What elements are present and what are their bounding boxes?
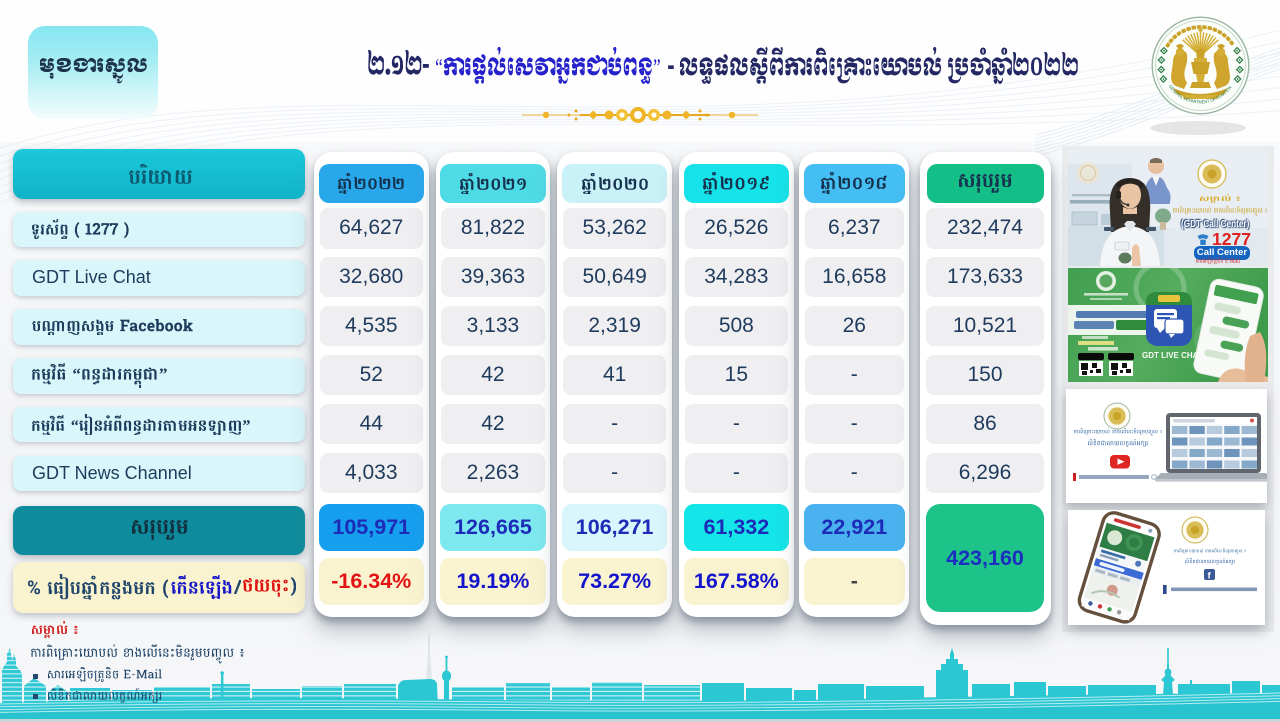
svg-text:GDT LIVE CHAT: GDT LIVE CHAT — [1142, 351, 1203, 360]
svg-text:f: f — [1208, 571, 1212, 582]
